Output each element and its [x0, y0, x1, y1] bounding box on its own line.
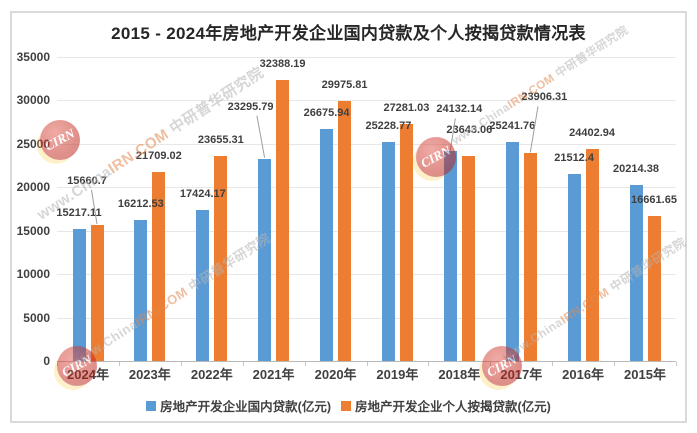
- bar-series2: [90, 225, 104, 361]
- x-axis-category-label: 2023年: [128, 367, 171, 382]
- y-axis-tick-label: 30000: [16, 93, 50, 108]
- x-axis-tick: [57, 362, 58, 366]
- data-label: 16661.65: [631, 194, 677, 207]
- bar-series2: [461, 155, 475, 361]
- x-axis-tick: [428, 362, 430, 366]
- legend-swatch-icon: [146, 400, 157, 411]
- y-axis-tick-label: 20000: [16, 180, 50, 195]
- gridline: [57, 274, 676, 276]
- bar-series2: [214, 155, 228, 361]
- bar-series1: [134, 220, 148, 361]
- data-label: 17424.17: [179, 187, 226, 200]
- gridline: [57, 187, 676, 189]
- gridline: [57, 143, 676, 145]
- gridline: [57, 100, 676, 102]
- data-label: 23643.06: [446, 123, 493, 136]
- data-label: 27281.03: [383, 102, 430, 114]
- legend-label: 房地产开发企业国内贷款(亿元): [160, 400, 331, 414]
- data-label: 29975.81: [321, 78, 368, 91]
- bar-series1: [196, 209, 210, 361]
- bar-series1: [320, 129, 334, 361]
- x-axis-category-label: 2021年: [252, 367, 295, 382]
- x-axis-tick: [490, 362, 492, 366]
- data-label: 21512.4: [554, 152, 594, 165]
- legend-item: 房地产开发企业个人按揭贷款(亿元): [341, 396, 551, 415]
- x-axis-tick: [180, 362, 182, 366]
- data-label: 15660.7: [67, 175, 107, 187]
- x-axis-tick: [366, 362, 368, 366]
- bar-series1: [258, 158, 272, 361]
- y-axis-tick-label: 35000: [16, 50, 50, 64]
- x-axis-tick: [304, 362, 306, 366]
- x-axis-tick: [676, 362, 677, 366]
- bar-series2: [523, 153, 537, 361]
- chart-title: 2015 - 2024年房地产开发企业国内贷款及个人按揭贷款情况表: [111, 24, 586, 43]
- data-label: 24402.94: [569, 127, 616, 139]
- x-axis-tick: [242, 362, 244, 366]
- data-label: 16212.53: [117, 198, 164, 211]
- y-axis-tick-label: 10000: [16, 267, 50, 282]
- gridline: [57, 57, 676, 58]
- x-axis-category-label: 2017年: [500, 367, 543, 382]
- x-axis-category-label: 2016年: [562, 367, 605, 382]
- x-axis-tick: [614, 362, 616, 366]
- data-label: 25228.77: [365, 119, 412, 132]
- x-axis-category-label: 2020年: [314, 367, 357, 382]
- bar-series1: [505, 141, 519, 361]
- legend-item: 房地产开发企业国内贷款(亿元): [146, 396, 331, 415]
- x-axis-category-label: 2019年: [376, 367, 419, 382]
- data-label: 23295.79: [227, 100, 274, 113]
- x-axis-tick: [552, 362, 554, 366]
- x-axis-category-label: 2022年: [190, 367, 233, 382]
- bar-series1: [567, 174, 581, 361]
- bar-series2: [152, 172, 166, 361]
- data-label: 15217.11: [56, 206, 102, 219]
- y-axis-tick-label: 15000: [16, 223, 50, 238]
- legend-label: 房地产开发企业个人按揭贷款(亿元): [355, 400, 551, 414]
- bar-series2: [276, 79, 290, 361]
- bar-series1: [629, 185, 643, 361]
- x-axis-category-label: 2024年: [67, 367, 109, 382]
- data-label: 23655.31: [197, 133, 244, 146]
- gridline: [57, 230, 676, 232]
- x-axis-line: [57, 361, 676, 362]
- bar-series2: [399, 124, 413, 361]
- x-axis-category-label: 2018年: [438, 367, 481, 382]
- x-axis-tick: [118, 362, 120, 366]
- legend-swatch-icon: [341, 400, 351, 411]
- bar-series1: [381, 141, 395, 361]
- data-label: 21709.02: [135, 150, 182, 163]
- data-label: 23906.31: [521, 91, 568, 104]
- bar-series2: [585, 149, 599, 361]
- data-label: 26675.94: [303, 107, 350, 120]
- bar-series1: [443, 151, 457, 361]
- data-label: 25241.76: [489, 119, 536, 132]
- y-axis-tick-label: 0: [43, 354, 50, 368]
- gridline: [57, 317, 676, 319]
- data-label: 32388.19: [259, 57, 306, 70]
- bar-series2: [338, 100, 352, 361]
- y-axis-tick-label: 5000: [23, 310, 50, 325]
- bar-series1: [72, 228, 86, 361]
- legend: 房地产开发企业国内贷款(亿元) 房地产开发企业个人按揭贷款(亿元): [10, 396, 687, 415]
- data-label: 20214.38: [613, 163, 659, 176]
- x-axis-category-label: 2015年: [624, 367, 666, 382]
- bar-series2: [647, 216, 661, 361]
- y-axis-tick-label: 25000: [16, 136, 50, 151]
- data-label: 24132.14: [436, 103, 483, 116]
